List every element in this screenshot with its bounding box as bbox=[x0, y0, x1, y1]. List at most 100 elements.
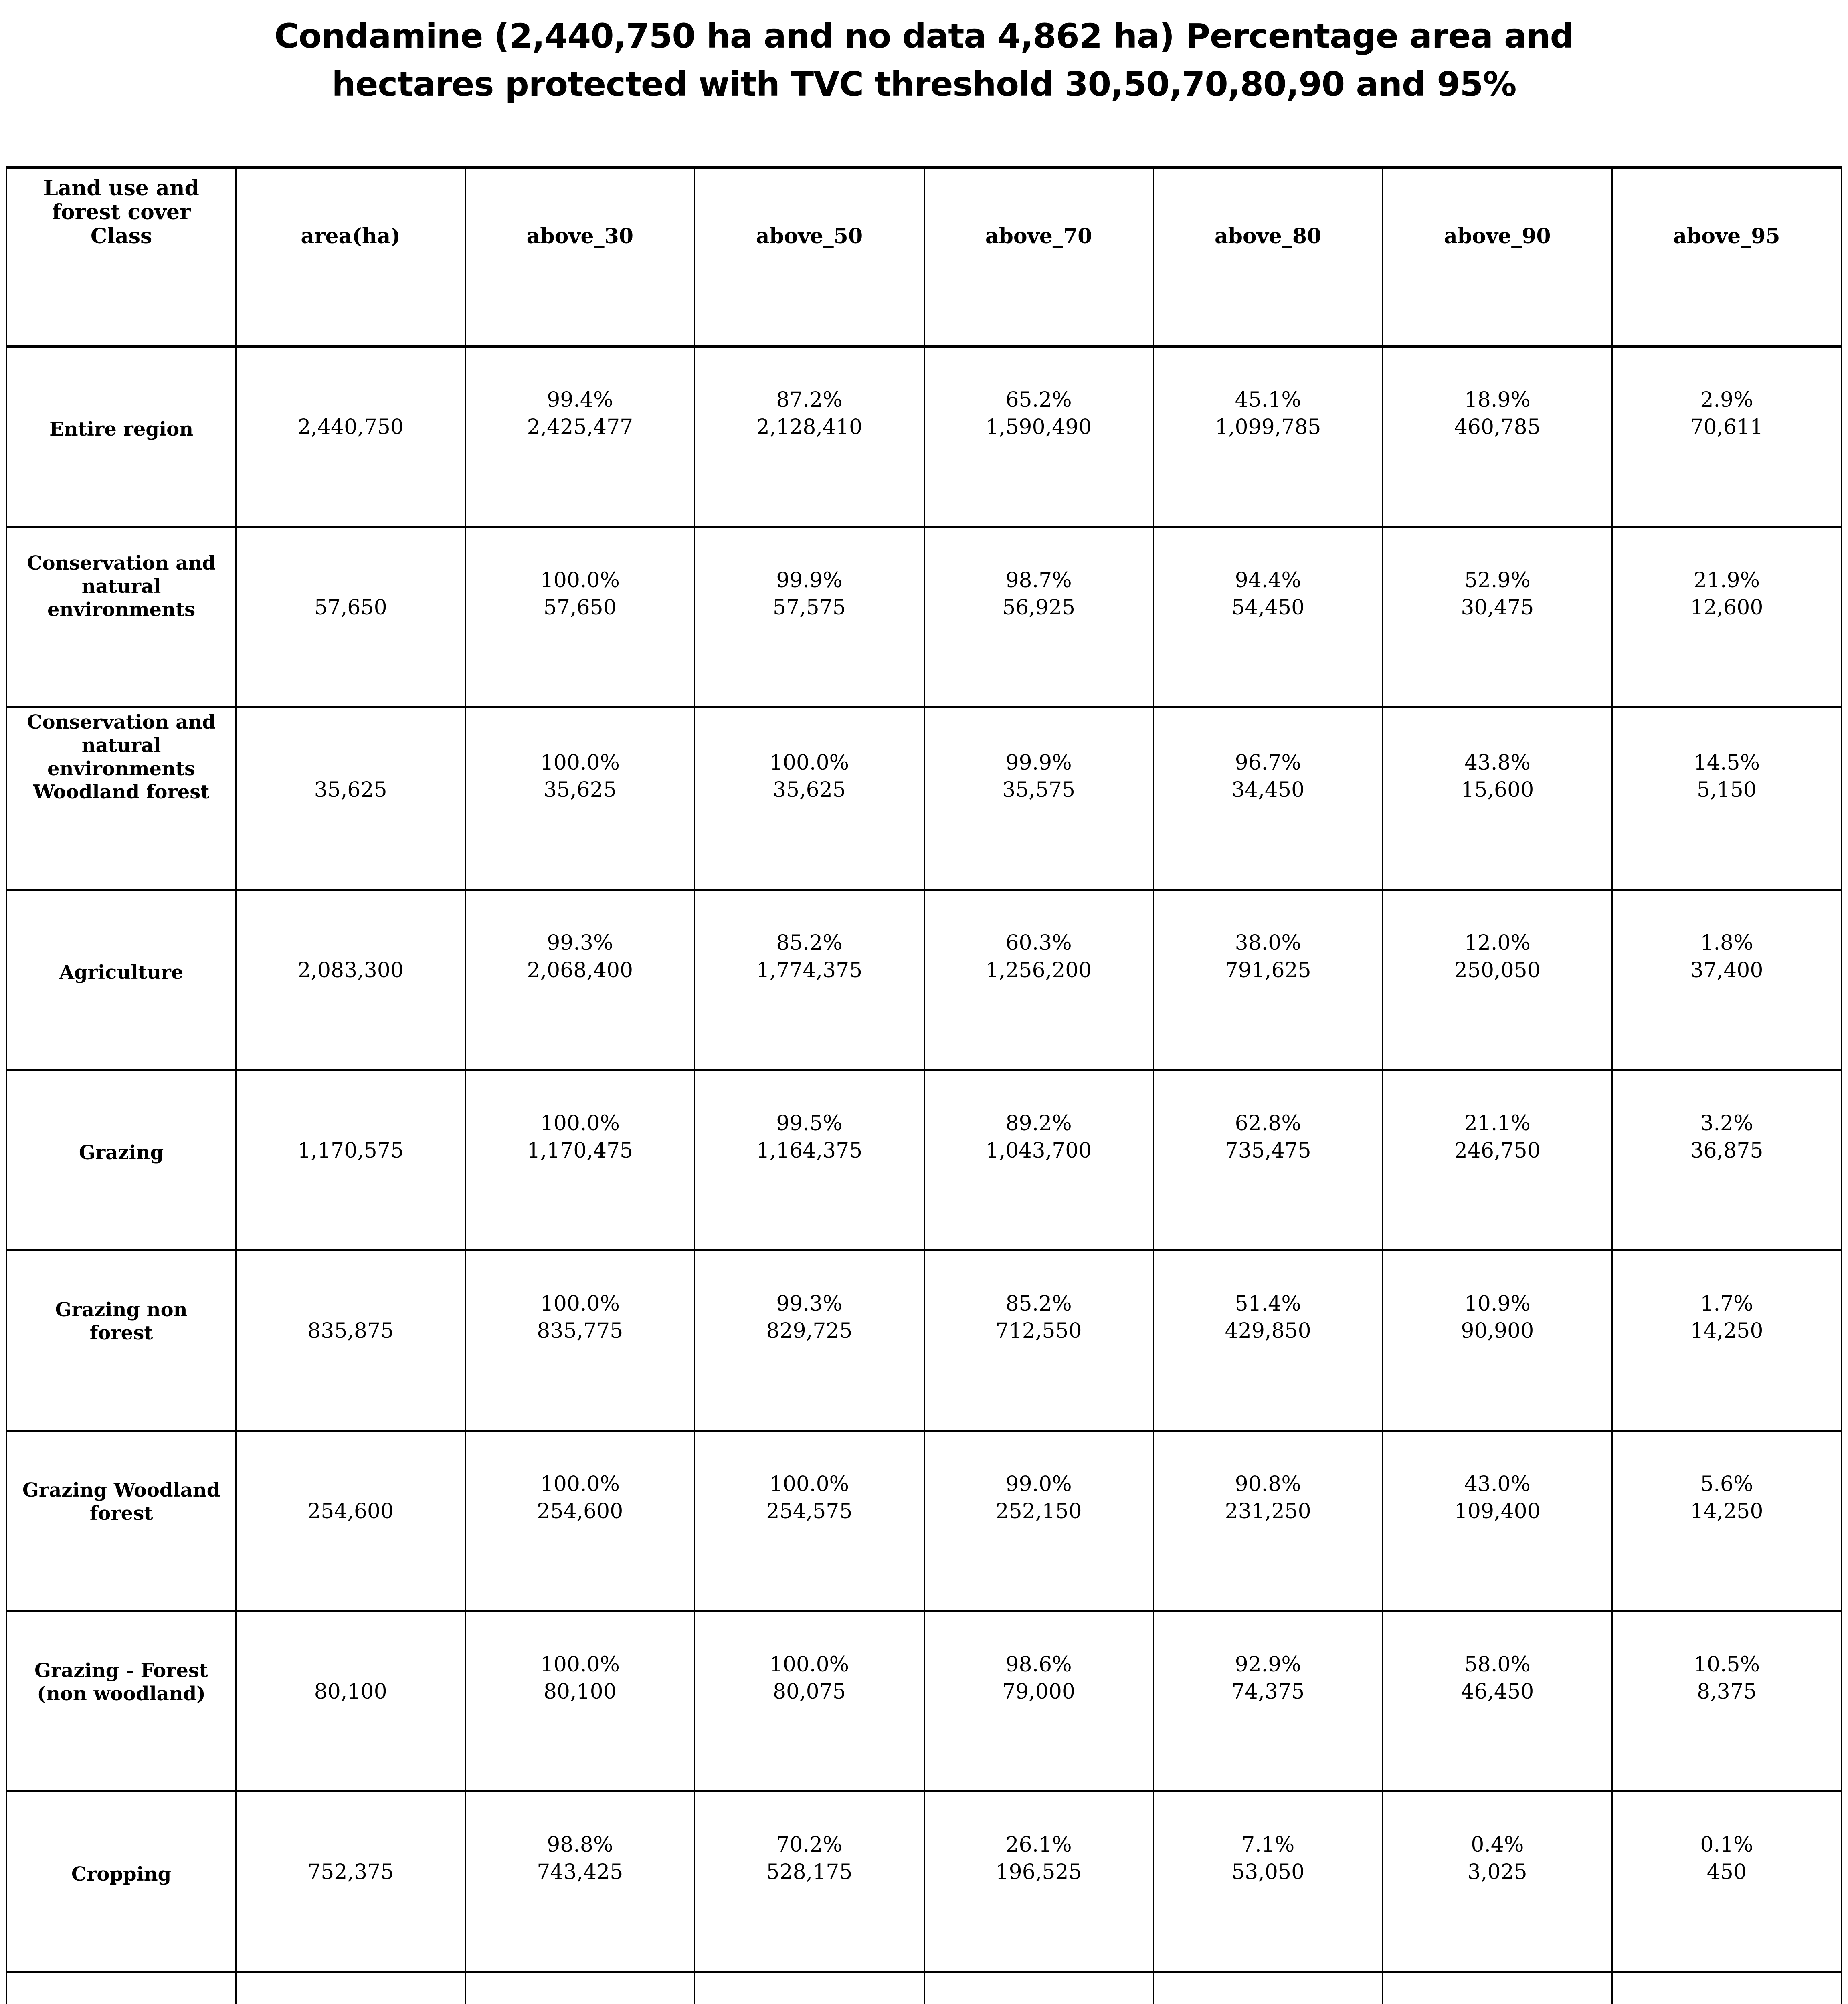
threshold-cell: 90.8% 231,250 bbox=[1152, 1430, 1383, 1612]
threshold-cell: 7.1% 53,050 bbox=[1152, 1791, 1383, 1973]
column-header: above_70 bbox=[923, 166, 1154, 348]
percent-value: 65.2% bbox=[1005, 388, 1072, 412]
percent-value: 43.8% bbox=[1464, 751, 1531, 775]
hectares-value: 528,175 bbox=[766, 1860, 853, 1884]
class-cell: Grazing Woodland forest bbox=[6, 1430, 237, 1612]
class-cell: Conservation and natural environments Wo… bbox=[6, 707, 237, 891]
class-cell: Grazing - Forest (non woodland) bbox=[6, 1611, 237, 1792]
hectares-value: 2,425,477 bbox=[527, 415, 633, 439]
hectares-value: 109,400 bbox=[1454, 1499, 1541, 1523]
percent-value: 96.7% bbox=[1235, 751, 1301, 775]
page-title-line1: Condamine (2,440,750 ha and no data 4,86… bbox=[274, 16, 1574, 56]
hectares-value: 46,450 bbox=[1461, 1680, 1534, 1704]
table-body: Entire region 2,440,750 99.4% 2,425,477 87.2… bbox=[6, 346, 1842, 2004]
column-header: above_30 bbox=[465, 166, 696, 348]
threshold-cell: 0.2%250 bbox=[1382, 1972, 1613, 2004]
hectares-value: 1,099,785 bbox=[1215, 415, 1321, 439]
percent-value: 85.2% bbox=[1005, 1292, 1072, 1316]
percent-value: 100.0% bbox=[769, 1652, 849, 1677]
threshold-cell: 96.3%154,225 bbox=[465, 1972, 696, 2004]
table-row: Grazing 1,170,575 100.0% 1,170,475 99.5% 1,16… bbox=[6, 1070, 1842, 1251]
threshold-cell: 21.1% 246,750 bbox=[1382, 1070, 1613, 1251]
threshold-cell: 5.6% 14,250 bbox=[1611, 1430, 1842, 1612]
threshold-cell: 99.4% 2,425,477 bbox=[465, 346, 696, 528]
hectares-value: 70,611 bbox=[1690, 415, 1763, 439]
hectares-value: 246,750 bbox=[1454, 1139, 1541, 1163]
hectares-value: 3,025 bbox=[1467, 1860, 1527, 1884]
table-row: Irrigation160,07596.3%154,22551.0%81,575… bbox=[6, 1972, 1842, 2004]
area-cell: 35,625 bbox=[235, 707, 466, 891]
percent-value: 1.7% bbox=[1700, 1292, 1753, 1316]
column-header: above_90 bbox=[1382, 166, 1613, 348]
threshold-cell: 0.0%50 bbox=[1611, 1972, 1842, 2004]
hectares-value: 12,600 bbox=[1690, 596, 1763, 620]
class-cell: Grazing non forest bbox=[6, 1250, 237, 1432]
class-cell: Agriculture bbox=[6, 889, 237, 1071]
percent-value: 51.4% bbox=[1235, 1292, 1301, 1316]
percent-value: 92.9% bbox=[1235, 1652, 1301, 1677]
percent-value: 38.0% bbox=[1235, 931, 1301, 955]
hectares-value: 35,625 bbox=[772, 778, 846, 802]
hectares-value: 2,068,400 bbox=[527, 958, 633, 982]
threshold-cell: 100.0% 835,775 bbox=[465, 1250, 696, 1432]
hectares-value: 429,850 bbox=[1225, 1319, 1311, 1343]
percent-value: 89.2% bbox=[1005, 1111, 1072, 1135]
threshold-cell: 12.0% 250,050 bbox=[1382, 889, 1613, 1071]
percent-value: 99.4% bbox=[547, 388, 613, 412]
column-header: Land use and forest cover Class bbox=[6, 166, 237, 348]
hectares-value: 30,475 bbox=[1461, 596, 1534, 620]
threshold-cell: 26.1% 196,525 bbox=[923, 1791, 1154, 1973]
hectares-value: 1,590,490 bbox=[985, 415, 1092, 439]
class-label: Conservation and natural environments bbox=[27, 552, 216, 621]
threshold-cell: 100.0% 35,625 bbox=[694, 707, 925, 891]
percent-value: 99.9% bbox=[1005, 751, 1072, 775]
table-row: Conservation and natural environments Wo… bbox=[6, 707, 1842, 891]
percent-value: 99.5% bbox=[776, 1111, 843, 1135]
hectares-value: 1,164,375 bbox=[756, 1139, 863, 1163]
area-cell: 160,075 bbox=[235, 1972, 466, 2004]
table-row: Grazing Woodland forest 254,600 100.0% 254,… bbox=[6, 1430, 1842, 1612]
area-value: 80,100 bbox=[314, 1680, 387, 1704]
hectares-value: 835,775 bbox=[537, 1319, 623, 1343]
hectares-value: 53,050 bbox=[1231, 1860, 1305, 1884]
threshold-cell: 51.4% 429,850 bbox=[1152, 1250, 1383, 1432]
percent-value: 3.2% bbox=[1700, 1111, 1753, 1135]
percent-value: 99.3% bbox=[547, 931, 613, 955]
column-header-label: above_70 bbox=[985, 224, 1092, 248]
percent-value: 45.1% bbox=[1235, 388, 1301, 412]
hectares-value: 90,900 bbox=[1461, 1319, 1534, 1343]
percent-value: 14.5% bbox=[1693, 751, 1760, 775]
column-header-label: above_80 bbox=[1214, 224, 1322, 248]
class-label: Agriculture bbox=[59, 961, 184, 984]
area-cell: 57,650 bbox=[235, 527, 466, 708]
table-row: Cropping 752,375 98.8% 743,425 70.2% 528,175 2… bbox=[6, 1791, 1842, 1973]
class-cell: Conservation and natural environments bbox=[6, 527, 237, 708]
threshold-cell: 1.8% 37,400 bbox=[1611, 889, 1842, 1071]
column-header: area(ha) bbox=[235, 166, 466, 348]
threshold-cell: 10.9% 90,900 bbox=[1382, 1250, 1613, 1432]
percent-value: 62.8% bbox=[1235, 1111, 1301, 1135]
threshold-cell: 99.3% 2,068,400 bbox=[465, 889, 696, 1071]
threshold-cell: 1.7% 14,250 bbox=[1611, 1250, 1842, 1432]
percent-value: 10.9% bbox=[1464, 1292, 1531, 1316]
hectares-value: 5,150 bbox=[1697, 778, 1757, 802]
percent-value: 2.9% bbox=[1700, 388, 1753, 412]
hectares-value: 735,475 bbox=[1225, 1139, 1311, 1163]
threshold-cell: 43.0% 109,400 bbox=[1382, 1430, 1613, 1612]
percent-value: 12.0% bbox=[1464, 931, 1531, 955]
area-cell: 254,600 bbox=[235, 1430, 466, 1612]
hectares-value: 74,375 bbox=[1231, 1680, 1305, 1704]
column-header-label: above_50 bbox=[756, 224, 863, 248]
class-label: Grazing - Forest (non woodland) bbox=[34, 1659, 208, 1705]
area-value: 254,600 bbox=[307, 1499, 394, 1523]
percent-value: 0.1% bbox=[1700, 1833, 1753, 1857]
column-header-label: above_30 bbox=[526, 224, 634, 248]
hectares-value: 57,575 bbox=[772, 596, 846, 620]
threshold-cell: 100.0% 80,075 bbox=[694, 1611, 925, 1792]
threshold-cell: 100.0% 1,170,475 bbox=[465, 1070, 696, 1251]
threshold-cell: 21.9% 12,600 bbox=[1611, 527, 1842, 708]
area-cell: 2,083,300 bbox=[235, 889, 466, 1071]
threshold-cell: 98.7% 56,925 bbox=[923, 527, 1154, 708]
hectares-value: 196,525 bbox=[995, 1860, 1082, 1884]
area-value: 35,625 bbox=[314, 778, 387, 802]
